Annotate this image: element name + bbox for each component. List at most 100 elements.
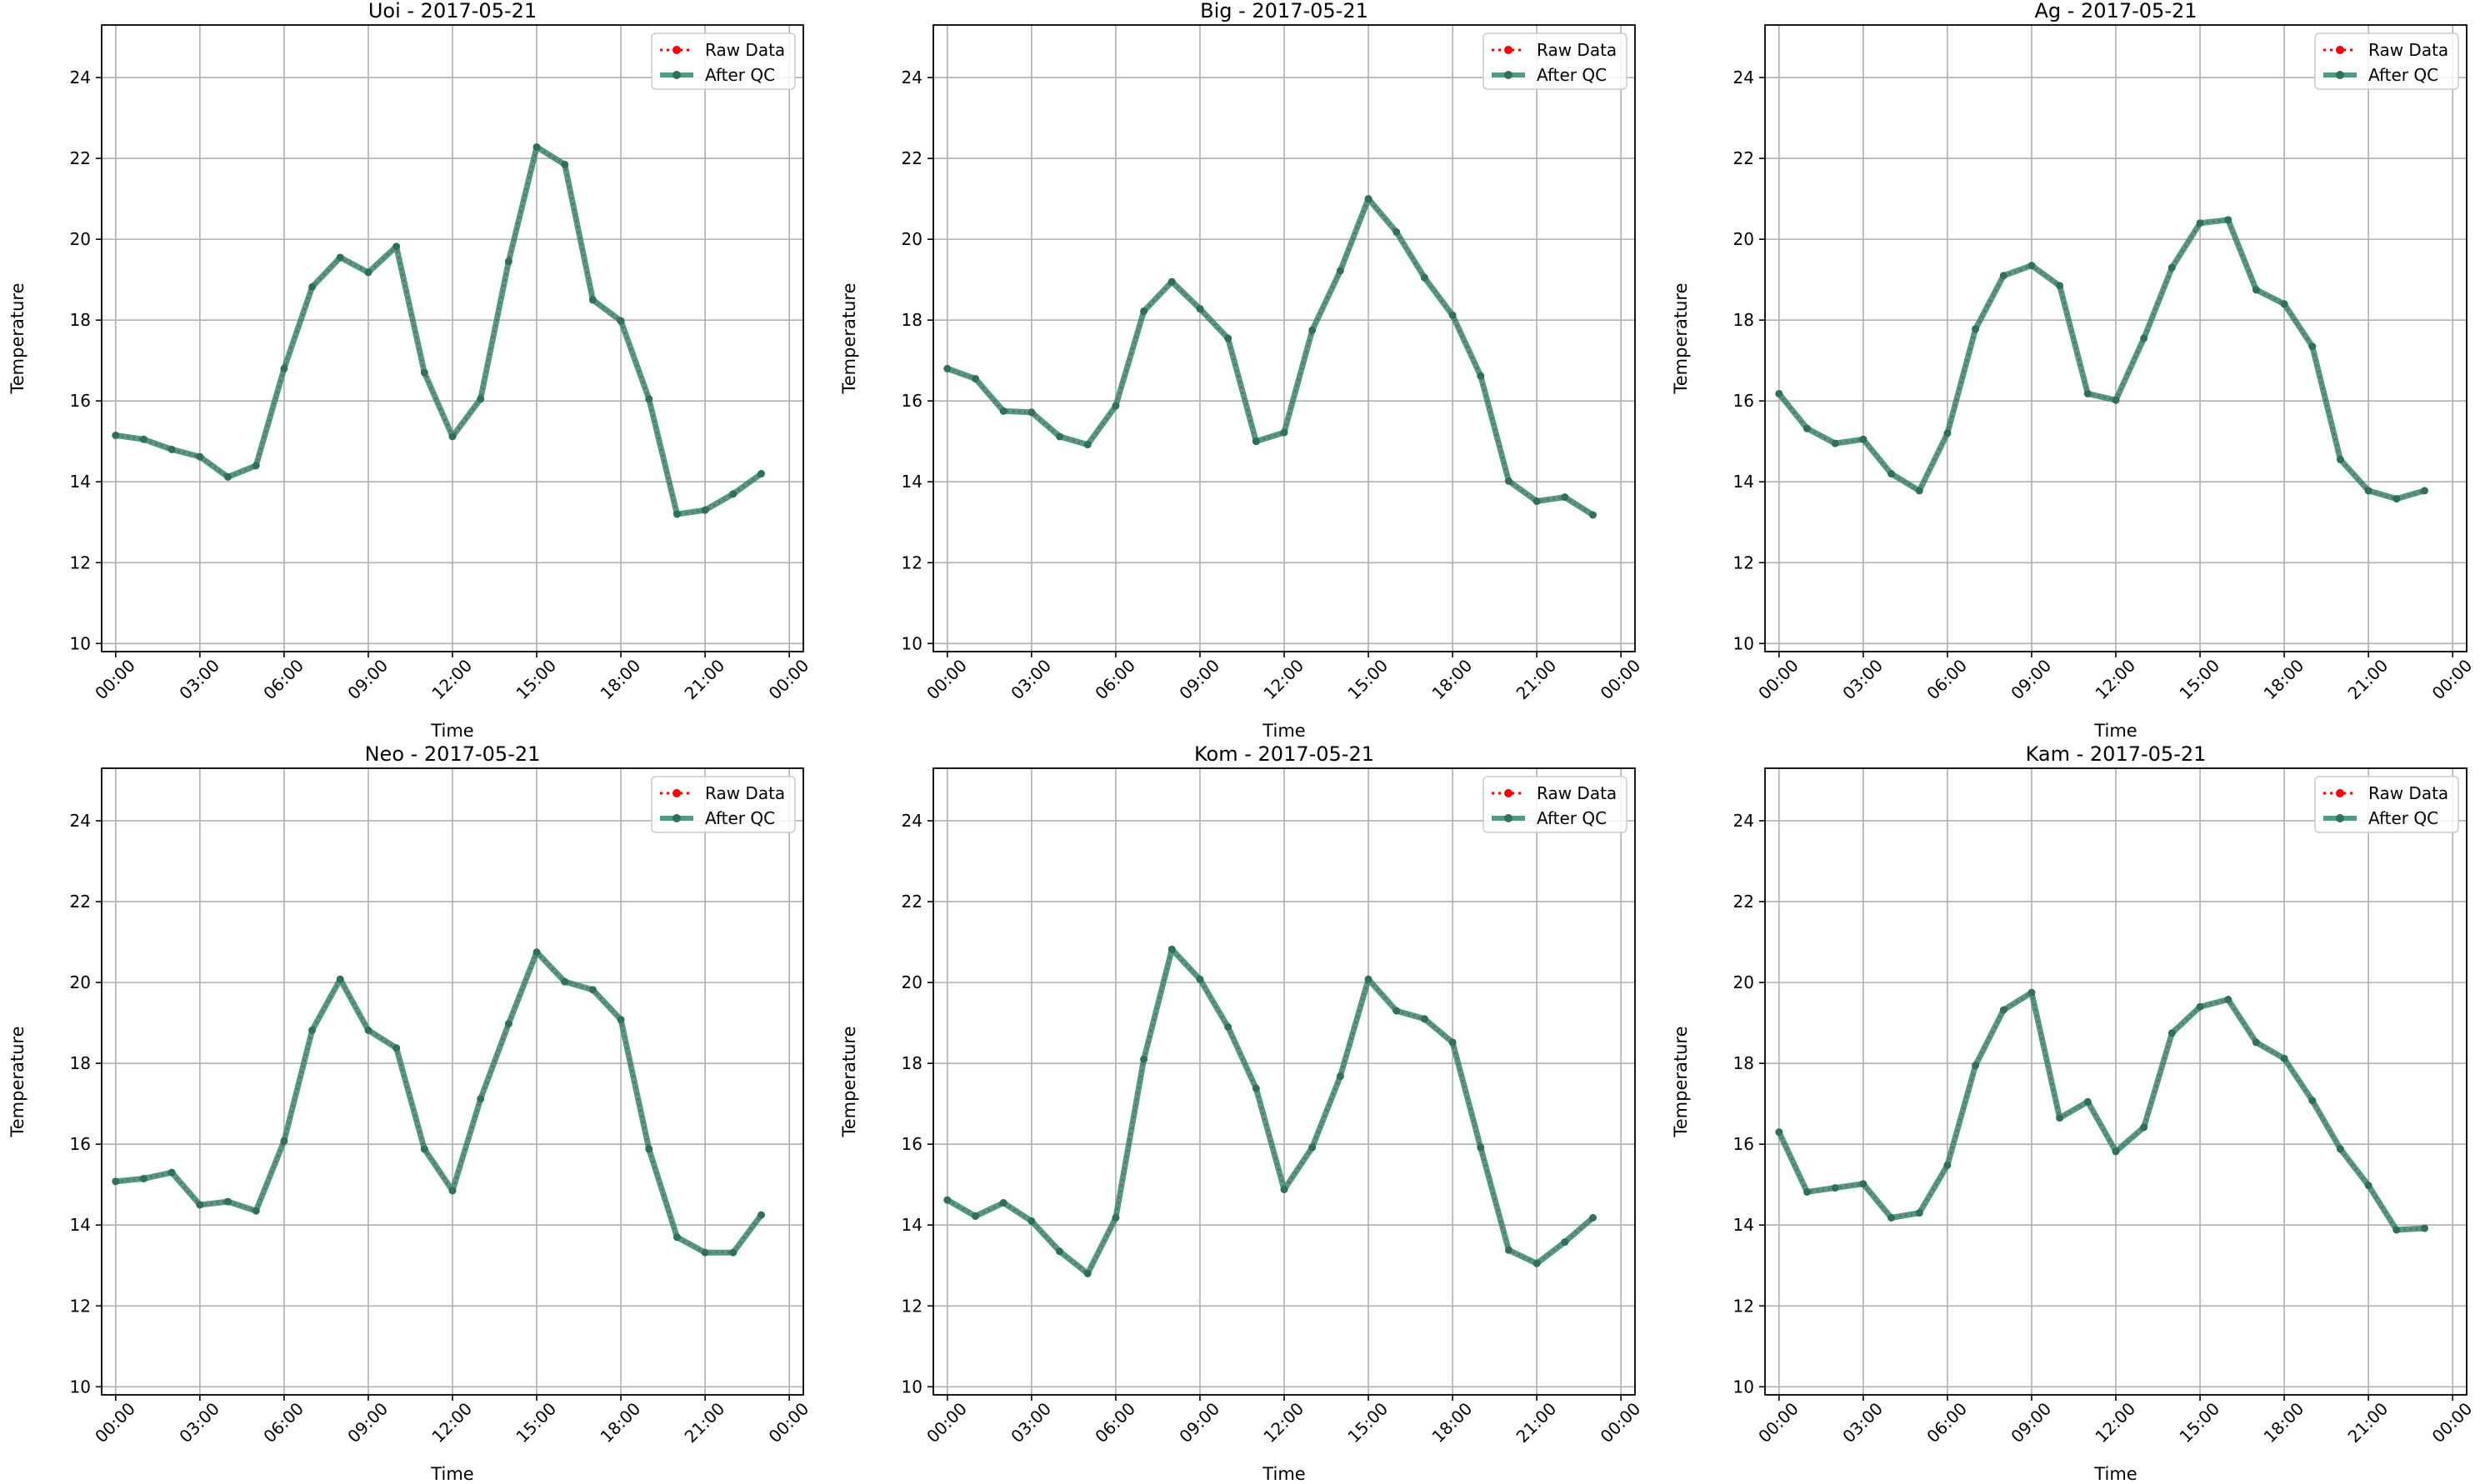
legend-marker-after-qc: [672, 814, 681, 822]
x-tick-label: 06:00: [1091, 655, 1139, 703]
data-point: [617, 1016, 625, 1024]
subplot: Uoi - 2017-05-21 10 12 14 16 18 20 22 24 00:00 03:…: [8, 0, 812, 741]
legend-marker-after-qc: [1504, 71, 1512, 79]
x-tick-label: 18:00: [597, 1398, 645, 1447]
legend-marker-raw-data: [2336, 46, 2344, 54]
data-point: [701, 506, 709, 514]
data-point: [1802, 1187, 1811, 1196]
data-point: [1308, 326, 1317, 334]
data-point: [1196, 305, 1204, 313]
legend-marker-after-qc: [672, 71, 681, 79]
y-tick-label: 18: [70, 1053, 91, 1073]
data-point: [112, 431, 120, 439]
series-line-after-qc: [944, 946, 1597, 1277]
data-point: [1168, 945, 1176, 953]
y-tick-label: 14: [902, 472, 922, 492]
y-tick-label: 12: [70, 552, 91, 572]
subplot: Ag - 2017-05-21 10 12 14 16 18 20 22 24 00:00 03:0…: [1671, 0, 2476, 741]
legend-marker-after-qc: [2336, 814, 2344, 822]
legend-marker-raw-data: [672, 789, 681, 797]
x-tick-label: 18:00: [1428, 655, 1477, 703]
y-tick-label: 18: [902, 310, 922, 330]
y-tick-label: 14: [70, 1215, 91, 1235]
data-point: [2280, 1054, 2288, 1062]
legend-marker-after-qc: [2336, 71, 2344, 79]
x-tick-label: 18:00: [2260, 1398, 2308, 1447]
y-tick-label: 22: [902, 148, 922, 168]
x-tick-label: 00:00: [922, 655, 971, 703]
data-point: [1308, 1143, 1317, 1152]
x-tick-label: 15:00: [2175, 655, 2223, 703]
data-point: [2083, 389, 2092, 397]
y-tick-label: 18: [1733, 1053, 1754, 1073]
data-point: [112, 1177, 120, 1186]
data-point: [2140, 1123, 2148, 1132]
subplot: Kam - 2017-05-21 10 12 14 16 18 20 22 24 00:00 03:…: [1671, 742, 2476, 1484]
y-tick-label: 10: [1733, 633, 1754, 653]
data-point: [392, 242, 401, 251]
data-point: [448, 432, 457, 441]
data-point: [1056, 432, 1064, 441]
y-axis-label: Temperature: [1671, 1026, 1691, 1137]
data-point: [1915, 487, 1923, 495]
series-line-after-qc: [944, 196, 1597, 518]
data-point: [971, 1212, 979, 1221]
y-tick-label: 22: [70, 892, 91, 912]
data-point: [1112, 402, 1120, 410]
legend-label-raw-data: Raw Data: [705, 783, 785, 803]
data-point: [1943, 1161, 1952, 1169]
x-tick-label: 15:00: [1343, 655, 1392, 703]
y-tick-label: 22: [902, 892, 922, 912]
data-point: [1999, 1006, 2008, 1014]
x-tick-label: 00:00: [1754, 655, 1802, 703]
data-point: [2280, 300, 2288, 308]
data-point: [1504, 1246, 1512, 1254]
x-tick-label: 21:00: [1512, 1398, 1561, 1447]
data-point: [1028, 1217, 1036, 1225]
chart-title: Big - 2017-05-21: [1200, 0, 1368, 22]
x-tick-label: 12:00: [428, 655, 476, 703]
data-point: [2056, 282, 2064, 290]
x-tick-label: 12:00: [2091, 1398, 2139, 1447]
x-axis-label: Time: [1262, 721, 1305, 741]
data-point: [2421, 487, 2429, 495]
series-line-after-qc: [112, 949, 765, 1256]
x-tick-label: 06:00: [1922, 655, 1971, 703]
data-point: [1448, 311, 1457, 319]
y-tick-label: 18: [902, 1053, 922, 1073]
data-point: [364, 268, 372, 277]
data-point: [1112, 1213, 1120, 1222]
legend: Raw Data After QC: [2314, 776, 2459, 833]
plot-area-frame: [932, 767, 1636, 1396]
x-tick-label: 00:00: [91, 655, 139, 703]
y-axis-label: Temperature: [839, 282, 859, 394]
data-point: [1831, 439, 1839, 447]
y-axis-label: Temperature: [1671, 282, 1691, 394]
data-point: [139, 435, 148, 443]
data-point: [1252, 1084, 1260, 1092]
legend-label-after-qc: After QC: [2368, 808, 2438, 828]
series-line-raw-data: [947, 197, 1594, 517]
plot-area-frame: [1764, 767, 2468, 1396]
plot-area-frame: [101, 24, 804, 652]
chart-title: Uoi - 2017-05-21: [368, 0, 537, 22]
chart-title: Ag - 2017-05-21: [2034, 0, 2197, 22]
x-tick-label: 15:00: [1343, 1398, 1392, 1447]
x-tick-label: 09:00: [2007, 1398, 2055, 1447]
y-tick-label: 24: [1733, 67, 1754, 87]
y-tick-label: 24: [1733, 811, 1754, 831]
legend-label-raw-data: Raw Data: [2368, 40, 2448, 60]
chart-title: Kom - 2017-05-21: [1194, 742, 1374, 766]
data-point: [2308, 342, 2317, 351]
y-tick-label: 14: [1733, 1215, 1754, 1235]
y-tick-label: 20: [1733, 972, 1754, 992]
x-tick-label: 00:00: [91, 1398, 139, 1447]
data-point: [308, 282, 317, 291]
legend-label-raw-data: Raw Data: [1537, 40, 1617, 60]
x-tick-label: 03:00: [1007, 1398, 1055, 1447]
x-tick-label: 21:00: [681, 655, 729, 703]
data-point: [2252, 1038, 2260, 1047]
legend-label-raw-data: Raw Data: [2368, 783, 2448, 803]
data-point: [2308, 1097, 2317, 1105]
x-tick-label: 12:00: [1259, 655, 1308, 703]
